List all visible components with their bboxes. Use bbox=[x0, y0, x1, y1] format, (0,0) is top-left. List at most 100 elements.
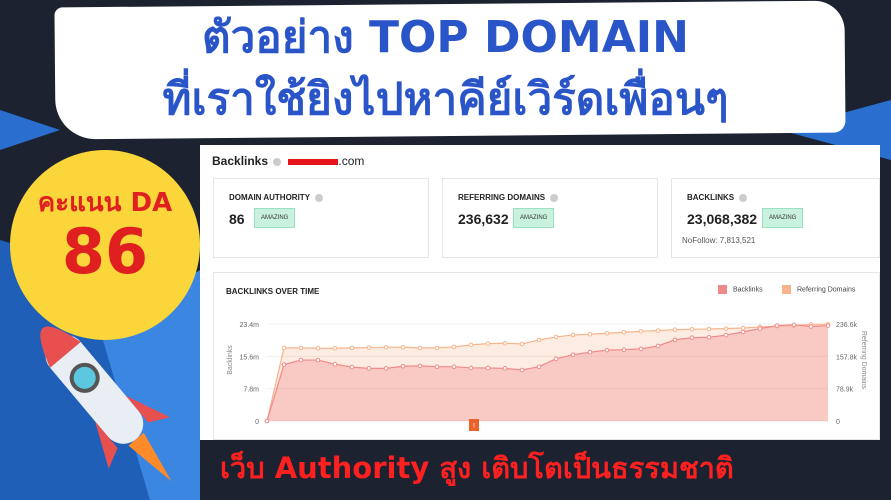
data-point[interactable] bbox=[553, 334, 559, 340]
data-point[interactable] bbox=[434, 364, 440, 369]
y2-tick-label: 157.8k bbox=[836, 354, 858, 361]
series-area bbox=[267, 324, 828, 421]
title-line-1: ตัวอย่าง TOP DOMAIN bbox=[202, 12, 689, 63]
y-axis-label: Backlinks bbox=[227, 345, 234, 375]
help-icon bbox=[315, 193, 324, 202]
data-point[interactable] bbox=[315, 345, 321, 351]
series-area bbox=[267, 324, 828, 421]
nofollow-count: NoFollow: 7,813,521 bbox=[682, 236, 756, 245]
data-point[interactable] bbox=[434, 345, 440, 351]
legend-backlinks[interactable]: Backlinks bbox=[718, 285, 763, 295]
y2-tick-label: 78.9k bbox=[836, 387, 854, 394]
redacted-domain bbox=[288, 158, 339, 165]
data-point[interactable] bbox=[468, 342, 474, 348]
amazing-badge: AMAZING bbox=[254, 208, 296, 228]
data-point[interactable] bbox=[468, 365, 474, 371]
data-point[interactable] bbox=[740, 325, 746, 331]
data-point[interactable] bbox=[315, 357, 321, 363]
data-point[interactable] bbox=[332, 361, 338, 367]
data-point[interactable] bbox=[723, 332, 729, 338]
help-icon bbox=[273, 157, 282, 166]
event-marker[interactable] bbox=[469, 419, 479, 431]
da-score-badge: คะแนน DA 86 bbox=[10, 150, 200, 340]
legend-swatch bbox=[782, 285, 791, 294]
data-point[interactable] bbox=[485, 365, 491, 371]
help-icon bbox=[739, 193, 748, 202]
data-point[interactable] bbox=[638, 328, 644, 334]
y-tick-label: 15.6m bbox=[240, 354, 260, 361]
data-point[interactable] bbox=[417, 363, 423, 369]
data-point[interactable] bbox=[706, 334, 712, 340]
data-point[interactable] bbox=[485, 341, 491, 346]
data-point[interactable] bbox=[672, 327, 678, 332]
data-point[interactable] bbox=[536, 337, 542, 343]
data-point[interactable] bbox=[655, 343, 661, 349]
card-label: DOMAIN AUTHORITY bbox=[229, 193, 324, 203]
data-point[interactable] bbox=[587, 331, 593, 337]
data-point[interactable] bbox=[281, 345, 287, 351]
data-point[interactable] bbox=[689, 326, 695, 332]
data-point[interactable] bbox=[332, 345, 338, 351]
data-point[interactable] bbox=[400, 344, 406, 350]
data-point[interactable] bbox=[451, 344, 457, 350]
data-point[interactable] bbox=[383, 344, 389, 350]
data-point[interactable] bbox=[400, 363, 406, 369]
data-point[interactable] bbox=[808, 324, 814, 329]
data-point[interactable] bbox=[519, 367, 525, 373]
data-point[interactable] bbox=[825, 323, 831, 328]
card-value: 236,632 bbox=[458, 211, 509, 227]
y2-tick-label: 0 bbox=[836, 419, 840, 426]
data-point[interactable] bbox=[570, 352, 576, 357]
data-point[interactable] bbox=[774, 323, 780, 328]
y-tick-label: 0 bbox=[255, 419, 259, 426]
card-value: 23,068,382 bbox=[687, 211, 758, 227]
data-point[interactable] bbox=[604, 330, 610, 336]
data-point[interactable] bbox=[502, 340, 508, 346]
legend-referring-domains[interactable]: Referring Domains bbox=[782, 285, 855, 295]
data-point[interactable] bbox=[791, 322, 797, 328]
data-point[interactable] bbox=[366, 366, 372, 371]
data-point[interactable] bbox=[689, 335, 695, 340]
card-label: BACKLINKS bbox=[687, 193, 748, 203]
data-point[interactable] bbox=[519, 341, 525, 347]
data-point[interactable] bbox=[723, 326, 729, 331]
event-marker-label: ! bbox=[473, 423, 475, 430]
card-value: 86 bbox=[229, 211, 245, 227]
data-point[interactable] bbox=[587, 349, 593, 355]
domain-suffix: .com bbox=[338, 154, 365, 168]
data-point[interactable] bbox=[451, 364, 457, 369]
data-point[interactable] bbox=[298, 345, 304, 351]
data-point[interactable] bbox=[553, 356, 559, 362]
data-point[interactable] bbox=[366, 345, 372, 350]
footer-text: เว็บ Authority สูง เติบโตเป็นธรรมชาติ bbox=[220, 451, 734, 485]
data-point[interactable] bbox=[298, 357, 304, 363]
data-point[interactable] bbox=[740, 329, 746, 335]
data-point[interactable] bbox=[757, 326, 763, 331]
backlinks-screenshot: Backlinks .com DOMAIN AUTHORITY 86 AMAZI… bbox=[200, 145, 880, 440]
backlinks-chart: 0 0 7.8m 78.9k 15.6m 157.8k 23.4m 236.6k Backli… bbox=[227, 322, 867, 431]
amazing-badge: AMAZING bbox=[762, 208, 804, 228]
data-point[interactable] bbox=[706, 326, 712, 332]
heading-text: Backlinks bbox=[212, 154, 269, 168]
data-point[interactable] bbox=[349, 345, 355, 351]
data-point[interactable] bbox=[502, 366, 508, 371]
data-point[interactable] bbox=[264, 418, 270, 424]
data-point[interactable] bbox=[349, 364, 355, 370]
data-point[interactable] bbox=[638, 346, 644, 352]
data-point[interactable] bbox=[672, 337, 678, 343]
y2-tick-label: 236.6k bbox=[836, 322, 858, 329]
data-point[interactable] bbox=[621, 329, 627, 335]
card-label: REFERRING DOMAINS bbox=[458, 193, 559, 203]
series-line bbox=[266, 323, 828, 422]
data-point[interactable] bbox=[604, 347, 610, 353]
data-point[interactable] bbox=[655, 328, 661, 333]
data-point[interactable] bbox=[417, 345, 423, 351]
data-point[interactable] bbox=[536, 364, 542, 369]
data-point[interactable] bbox=[570, 332, 576, 338]
data-point[interactable] bbox=[621, 347, 627, 353]
referring-domains-card: REFERRING DOMAINS 236,632 AMAZING bbox=[442, 178, 658, 258]
data-point[interactable] bbox=[383, 366, 389, 371]
y2-axis-label: Referring Domains bbox=[860, 331, 867, 390]
rocket-icon bbox=[40, 326, 172, 482]
data-point[interactable] bbox=[281, 362, 287, 367]
